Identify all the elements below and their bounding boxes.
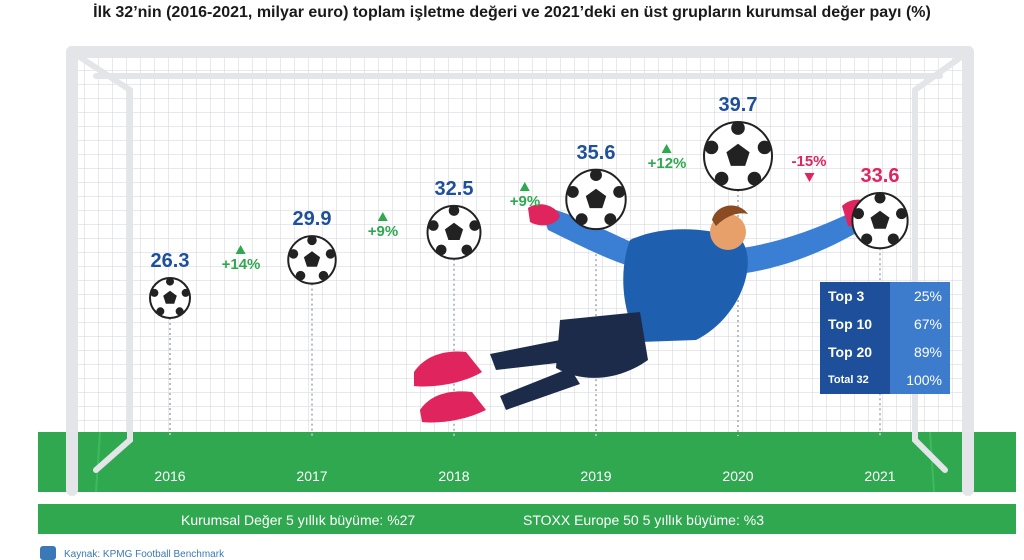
source-icon <box>40 546 56 560</box>
data-point-ball <box>703 121 773 191</box>
share-label: Top 10 <box>820 310 890 338</box>
x-tick-label: 2019 <box>580 468 612 484</box>
change-value: -15% <box>791 153 827 171</box>
goalkeeper-illustration <box>414 199 876 423</box>
data-point-ball <box>149 277 191 319</box>
value-label: 39.7 <box>718 94 758 116</box>
x-tick-label: 2021 <box>864 468 896 484</box>
change-value: +9% <box>509 192 541 210</box>
stoxx-growth-text: STOXX Europe 50 5 yıllık büyüme: %3 <box>523 512 764 528</box>
value-label: 32.5 <box>434 177 474 200</box>
data-point-ball <box>851 192 909 250</box>
enterprise-growth-text: Kurumsal Değer 5 yıllık büyüme: %27 <box>181 512 416 528</box>
share-value: 25% <box>889 282 950 310</box>
up-triangle-icon <box>661 143 672 153</box>
data-balls <box>149 121 909 319</box>
share-value: 67% <box>889 310 950 338</box>
up-triangle-icon <box>235 244 246 254</box>
change-label: +9% <box>509 181 541 210</box>
source-text: Kaynak: KPMG Football Benchmark <box>64 549 225 560</box>
value-label: 26.3 <box>150 250 190 272</box>
change-label: +12% <box>647 143 687 172</box>
down-triangle-icon <box>804 173 814 183</box>
data-point-ball <box>426 204 482 260</box>
share-table: Top 3 25% Top 10 67% Top 20 89% Total 32 100… <box>820 282 950 394</box>
pitch-grass <box>38 432 1016 492</box>
share-label: Top 3 <box>820 282 890 310</box>
share-row: Top 10 67% <box>820 310 950 338</box>
goal-frame <box>66 46 974 496</box>
change-value: +14% <box>221 255 261 273</box>
share-label: Top 20 <box>820 338 890 366</box>
x-tick-label: 2016 <box>154 468 186 484</box>
grass-lines <box>95 431 935 493</box>
x-tick-label: 2020 <box>722 468 754 484</box>
change-label: +14% <box>221 244 261 273</box>
value-label: 35.6 <box>576 141 616 164</box>
data-point-ball <box>287 235 337 285</box>
change-label: -15% <box>791 153 827 183</box>
share-row: Top 20 89% <box>820 338 950 366</box>
footer-bar <box>38 504 1016 534</box>
x-tick-label: 2017 <box>296 468 328 484</box>
up-triangle-icon <box>377 212 388 222</box>
share-row: Total 32 100% <box>820 366 950 394</box>
up-triangle-icon <box>519 181 530 191</box>
value-label: 29.9 <box>292 208 332 231</box>
x-tick-label: 2018 <box>438 468 470 484</box>
change-label: +9% <box>368 212 398 240</box>
value-label: 33.6 <box>860 165 900 187</box>
share-value: 100% <box>889 366 950 394</box>
change-value: +9% <box>367 223 399 241</box>
share-value: 89% <box>889 338 950 366</box>
goal-net <box>72 52 968 492</box>
change-value: +12% <box>647 154 687 172</box>
chart-title: İlk 32’nin (2016-2021, milyar euro) topl… <box>93 4 931 21</box>
share-row: Top 3 25% <box>820 282 950 310</box>
share-label: Total 32 <box>820 366 890 394</box>
data-point-ball <box>565 168 627 231</box>
